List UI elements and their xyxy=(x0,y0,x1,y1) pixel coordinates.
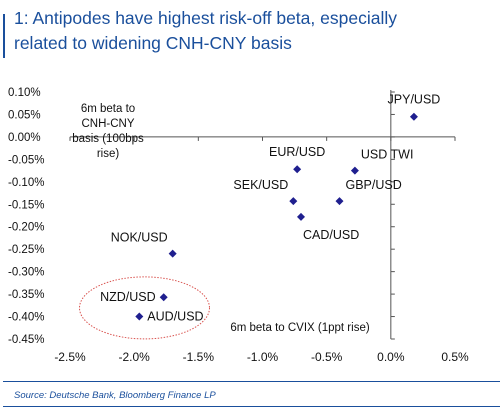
y-tick-label: -0.05% xyxy=(8,154,44,166)
y-tick-label: -0.40% xyxy=(8,312,44,324)
point-label-cad-usd: CAD/USD xyxy=(303,228,359,242)
title-accent-bar xyxy=(3,14,5,58)
y-axis-label-line: basis (100bps xyxy=(72,133,144,145)
point-nzd-usd xyxy=(159,293,168,302)
source-note: Source: Deutsche Bank, Bloomberg Finance… xyxy=(14,390,216,401)
x-tick-label: -0.5% xyxy=(311,350,343,364)
y-tick-label: -0.30% xyxy=(8,267,44,279)
source-divider xyxy=(3,381,500,382)
y-tick-label: 0.00% xyxy=(8,132,41,144)
x-tick-label: -2.0% xyxy=(118,350,150,364)
x-tick-label: -1.5% xyxy=(183,350,215,364)
x-tick-label: 0.5% xyxy=(441,350,469,364)
point-usd-twi xyxy=(350,166,359,175)
point-nok-usd xyxy=(168,249,177,258)
y-tick-label: -0.15% xyxy=(8,199,44,211)
y-tick-label: 0.10% xyxy=(8,87,41,99)
y-tick-label: -0.25% xyxy=(8,244,44,256)
y-tick-label: -0.20% xyxy=(8,222,44,234)
x-tick-label: -2.5% xyxy=(54,350,86,364)
point-label-gbp-usd: GBP/USD xyxy=(346,178,402,192)
point-eur-usd xyxy=(293,165,302,174)
y-axis-label-line: 6m beta to xyxy=(81,103,135,115)
y-axis-label-line: CNH-CNY xyxy=(81,118,134,130)
point-label-nok-usd: NOK/USD xyxy=(111,231,168,245)
y-tick-label: -0.35% xyxy=(8,289,44,301)
y-axis-label-line: rise) xyxy=(97,148,120,160)
x-tick-label: 0.0% xyxy=(377,350,405,364)
y-tick-label: 0.05% xyxy=(8,109,41,121)
highlight-circle xyxy=(78,276,210,340)
point-label-usd-twi: USD TWI xyxy=(361,148,414,162)
chart-title: 1: Antipodes have highest risk-off beta,… xyxy=(14,6,494,56)
point-label-sek-usd: SEK/USD xyxy=(233,178,288,192)
y-tick-label: -0.10% xyxy=(8,177,44,189)
chart-title-line-2: related to widening CNH-CNY basis xyxy=(14,33,292,53)
point-jpy-usd xyxy=(409,112,418,121)
point-cad-usd xyxy=(297,212,305,221)
point-aud-usd xyxy=(135,312,144,321)
bottom-divider xyxy=(3,406,500,407)
x-tick-label: -1.0% xyxy=(247,350,279,364)
point-sek-usd xyxy=(289,197,298,206)
x-axis-label: 6m beta to CVIX (1ppt rise) xyxy=(230,322,370,334)
point-gbp-usd xyxy=(335,197,344,206)
y-tick-label: -0.45% xyxy=(8,334,44,346)
point-label-aud-usd: AUD/USD xyxy=(147,310,203,324)
point-label-nzd-usd: NZD/USD xyxy=(100,290,156,304)
chart-title-line-1: 1: Antipodes have highest risk-off beta,… xyxy=(14,8,397,28)
point-label-eur-usd: EUR/USD xyxy=(269,145,325,159)
point-label-jpy-usd: JPY/USD xyxy=(388,93,441,107)
